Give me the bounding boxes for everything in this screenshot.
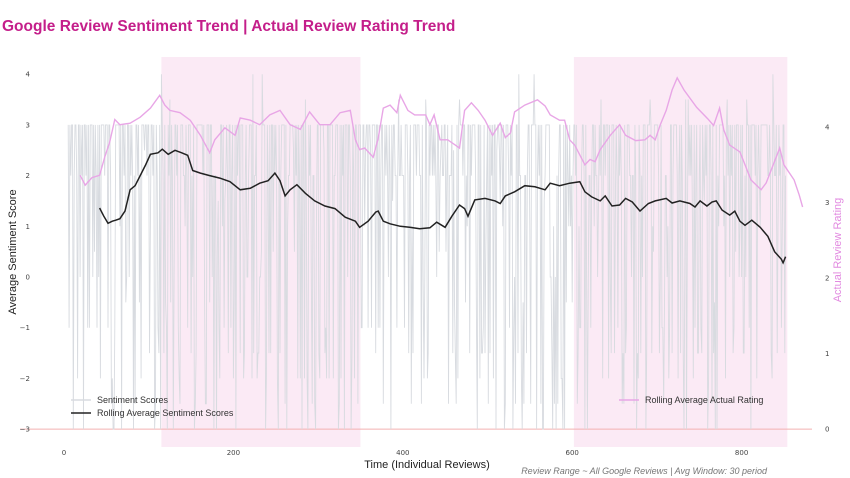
- rolling-rating-layer: [79, 76, 804, 208]
- y-axis-left-label: Average Sentiment Score: [7, 189, 19, 314]
- series-rolling-average-sentiment: [98, 148, 787, 265]
- legend-label-rolling-sentiment: Rolling Average Sentiment Scores: [97, 408, 234, 418]
- x-tick-label: 600: [566, 449, 579, 457]
- y-left-tick-label: −1: [20, 324, 30, 332]
- y-right-tick-label: 1: [825, 350, 829, 358]
- legend-right: Rolling Average Actual Rating: [619, 395, 763, 405]
- x-tick-label: 800: [735, 449, 748, 457]
- y-axis-right-label: Actual Review Rating: [832, 198, 844, 303]
- y-right-tick-label: 4: [825, 124, 830, 132]
- y-left-tick-label: −3: [20, 426, 30, 434]
- x-tick-label: 0: [62, 449, 66, 457]
- x-tick-label: 400: [396, 449, 409, 457]
- legend-label-rolling-rating: Rolling Average Actual Rating: [645, 395, 763, 405]
- y-left-tick-label: 2: [26, 172, 30, 180]
- x-axis-label: Time (Individual Reviews): [364, 459, 490, 471]
- y-left-tick-label: 4: [26, 71, 31, 79]
- y-left-tick-label: 3: [26, 121, 30, 129]
- footnote: Review Range ~ All Google Reviews | Avg …: [521, 466, 768, 476]
- y-right-tick-label: 2: [825, 275, 829, 283]
- legend-label-sentiment-scores: Sentiment Scores: [97, 395, 169, 405]
- y-axis-left-ticks: −3 −2 −1 0 1 2 3 4: [20, 71, 31, 434]
- x-tick-label: 200: [227, 449, 240, 457]
- legend-left: Sentiment Scores Rolling Average Sentime…: [71, 395, 234, 418]
- y-right-tick-label: 0: [825, 426, 829, 434]
- chart-title: Google Review Sentiment Trend | Actual R…: [2, 18, 456, 35]
- series-rolling-average-actual-rating: [79, 76, 804, 208]
- y-left-tick-label: 1: [26, 223, 30, 231]
- y-left-tick-label: −2: [20, 375, 30, 383]
- y-right-tick-label: 3: [825, 199, 829, 207]
- series-sentiment-scores: [67, 74, 787, 430]
- y-axis-right-ticks: 0 1 2 3 4: [825, 124, 830, 434]
- sentiment-scores-layer: [67, 74, 787, 430]
- x-axis-ticks: 0 200 400 600 800: [62, 449, 749, 457]
- rolling-sentiment-layer: [98, 148, 787, 265]
- y-left-tick-label: 0: [26, 274, 30, 282]
